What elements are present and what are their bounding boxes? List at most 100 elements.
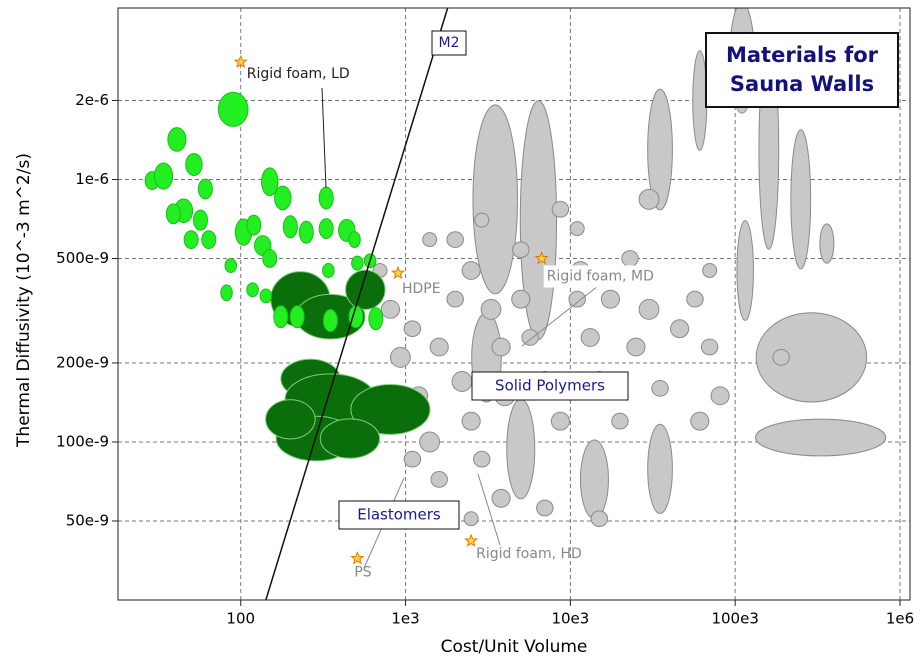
- bubble: [318, 218, 334, 240]
- bubble: [461, 261, 481, 280]
- bubble: [472, 104, 518, 295]
- bubble: [446, 290, 464, 308]
- bubble: [220, 284, 233, 302]
- bubble: [259, 288, 273, 304]
- annotation-label: Rigid foam, HD: [476, 546, 582, 562]
- bubble: [185, 153, 203, 177]
- bubble: [461, 411, 481, 431]
- bubble: [702, 263, 718, 278]
- overlay: M2 Rigid foam, LD HDPE Rigid foam, MD PS Rigi…: [233, 30, 899, 580]
- leader-line: [477, 473, 501, 546]
- x-tick-label: 100e3: [711, 610, 758, 628]
- bubble: [403, 320, 422, 338]
- bubble: [819, 223, 835, 264]
- title-box: [705, 32, 899, 108]
- annotation-label: HDPE: [402, 281, 441, 297]
- bubble: [521, 329, 539, 346]
- bubble: [265, 399, 316, 440]
- bubble: [647, 423, 673, 514]
- bubble: [491, 337, 511, 357]
- region-label: Elastomers: [357, 506, 441, 524]
- bubble: [536, 499, 554, 517]
- bubble: [419, 431, 441, 453]
- bubble: [686, 290, 704, 308]
- bubble: [217, 91, 249, 127]
- bubble: [755, 418, 887, 457]
- bubble: [670, 319, 690, 339]
- bubble: [569, 221, 585, 237]
- bubble: [389, 346, 411, 368]
- bubble: [201, 230, 217, 250]
- guideline-label-box: [431, 30, 467, 56]
- region-label-box: [338, 500, 460, 530]
- bubble: [651, 380, 669, 397]
- bubble: [224, 258, 238, 273]
- bubble: [480, 298, 502, 320]
- x-tick-label: 1e3: [391, 610, 419, 628]
- annotation-star: [350, 551, 365, 565]
- annotation-label: Rigid foam, MD: [547, 268, 654, 284]
- bubble: [568, 290, 586, 308]
- bubble: [736, 220, 754, 321]
- bubble: [197, 178, 213, 200]
- bubble: [289, 305, 305, 329]
- bubble: [692, 50, 708, 151]
- bubble: [262, 249, 278, 268]
- bubble: [319, 418, 381, 459]
- chart-title: Sauna Walls: [730, 72, 874, 96]
- bubble: [626, 337, 646, 357]
- bubble: [700, 338, 719, 356]
- annotation-box: [399, 278, 438, 301]
- leader-line: [321, 87, 327, 189]
- bubble: [621, 250, 639, 267]
- annotation-label: PS: [354, 564, 371, 580]
- bubble: [282, 215, 298, 239]
- bubble: [451, 370, 473, 392]
- bubble: [638, 188, 660, 210]
- annotation-label: Rigid foam, LD: [247, 66, 350, 82]
- annotation-box: [543, 265, 665, 288]
- bubble: [446, 231, 464, 248]
- bubble: [579, 439, 609, 520]
- guideline: [265, 8, 449, 600]
- guideline-label: M2: [439, 35, 460, 51]
- annotation-star: [233, 54, 248, 69]
- bubble: [273, 305, 289, 329]
- leader-line: [521, 285, 599, 347]
- bubble: [474, 212, 490, 228]
- bubble: [473, 450, 491, 468]
- y-tick-label: 50e-9: [66, 511, 109, 529]
- bubble: [167, 127, 187, 152]
- annotation-star: [391, 265, 405, 279]
- x-axis-label: Cost/Unit Volume: [441, 637, 588, 657]
- bubble: [551, 200, 570, 218]
- annotation-star: [464, 533, 479, 547]
- bubble: [246, 282, 259, 298]
- bubble: [611, 412, 629, 430]
- bubble: [322, 309, 338, 333]
- chart-title: Materials for: [726, 43, 879, 67]
- bubble: [491, 488, 511, 508]
- bubble: [422, 232, 438, 248]
- plot-frame: [117, 7, 911, 601]
- bubble: [350, 384, 431, 435]
- bubble: [274, 185, 292, 211]
- bubble: [429, 337, 449, 357]
- y-axis-label: Thermal Diffusivity (10^-3 m^2/s): [14, 153, 34, 448]
- y-tick-label: 2e-6: [75, 91, 109, 109]
- bubble: [790, 129, 812, 270]
- bubble: [165, 203, 181, 225]
- bubble: [351, 255, 364, 271]
- bubble: [755, 312, 868, 403]
- bubble: [153, 162, 174, 190]
- x-tick-label: 10e3: [551, 610, 589, 628]
- bubble: [511, 289, 531, 309]
- bubble: [506, 398, 536, 500]
- bubble: [430, 471, 448, 488]
- y-tick-label: 1e-6: [75, 170, 109, 188]
- region-label: Solid Polymers: [495, 377, 605, 395]
- bubble: [463, 511, 479, 527]
- bubble: [590, 510, 609, 528]
- bubble: [690, 411, 710, 431]
